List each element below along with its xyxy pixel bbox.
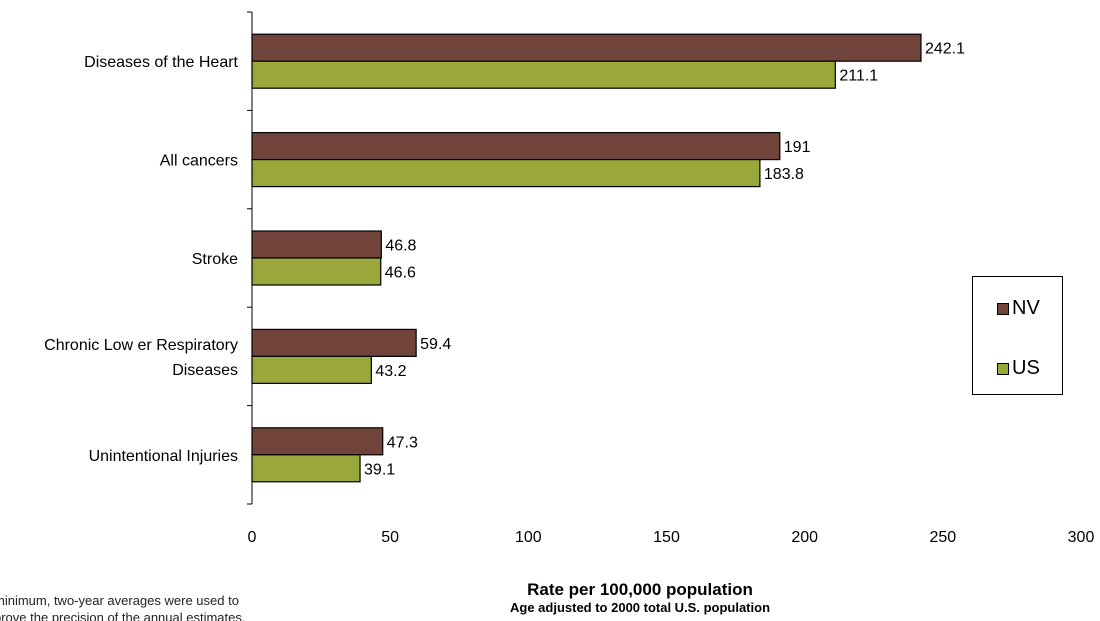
x-tick-label-300: 300 bbox=[1068, 529, 1095, 546]
bar-us-diseases-of-the-heart bbox=[251, 60, 836, 89]
bar-us-all-cancers bbox=[251, 159, 761, 188]
category-label-stroke: Stroke bbox=[192, 251, 238, 268]
bar-us-chronic-low-er-respiratory-diseases bbox=[251, 355, 372, 384]
x-tick-label-50: 50 bbox=[381, 529, 399, 546]
bars-group bbox=[251, 33, 922, 483]
data-label-nv-stroke: 46.8 bbox=[385, 238, 416, 255]
legend-label-nv: NV bbox=[1012, 297, 1040, 319]
labels-group: 242.1 211.1 Diseases of the Heart 191 183.8 A… bbox=[44, 41, 1094, 546]
data-label-us-stroke: 46.6 bbox=[385, 265, 416, 282]
legend-item-nv: NV bbox=[997, 297, 1040, 320]
category-label-unintentional-injuries: Unintentional Injuries bbox=[89, 448, 238, 465]
footnote-line-1: minimum, two-year averages were used to bbox=[0, 593, 239, 608]
data-label-nv-all-cancers: 191 bbox=[784, 139, 811, 156]
x-tick-label-0: 0 bbox=[248, 529, 257, 546]
category-label-all-cancers: All cancers bbox=[160, 153, 238, 170]
data-label-us-diseases-of-the-heart: 211.1 bbox=[839, 68, 878, 85]
x-tick-label-250: 250 bbox=[929, 529, 956, 546]
x-axis-sublabel: Age adjusted to 2000 total U.S. populati… bbox=[509, 600, 771, 615]
bar-nv-diseases-of-the-heart bbox=[251, 33, 922, 62]
bar-us-unintentional-injuries bbox=[251, 454, 361, 483]
legend-label-us: US bbox=[1012, 357, 1040, 379]
footnote: minimum, two-year averages were used to … bbox=[0, 592, 354, 621]
data-label-nv-diseases-of-the-heart: 242.1 bbox=[925, 41, 965, 58]
x-tick-label-100: 100 bbox=[515, 529, 542, 546]
data-label-nv-chronic-low-er-respiratory-diseases: 59.4 bbox=[420, 336, 451, 353]
bar-nv-unintentional-injuries bbox=[251, 427, 384, 456]
x-tick-label-150: 150 bbox=[653, 529, 680, 546]
data-label-nv-unintentional-injuries: 47.3 bbox=[387, 434, 418, 451]
x-axis-title: Rate per 100,000 population Age adjusted… bbox=[470, 580, 810, 616]
legend-item-us: US bbox=[997, 357, 1040, 380]
x-axis-label: Rate per 100,000 population bbox=[527, 580, 753, 599]
axes-group bbox=[247, 11, 253, 505]
data-label-us-chronic-low-er-respiratory-diseases: 43.2 bbox=[375, 363, 406, 380]
legend-swatch-nv bbox=[997, 302, 1009, 315]
chart-legend: NV US bbox=[972, 276, 1063, 395]
data-label-us-unintentional-injuries: 39.1 bbox=[364, 461, 395, 478]
footnote-line-2: prove the precision of the annual estima… bbox=[0, 610, 246, 621]
x-tick-label-200: 200 bbox=[791, 529, 818, 546]
bar-us-stroke bbox=[251, 257, 382, 286]
data-label-us-all-cancers: 183.8 bbox=[764, 166, 804, 183]
category-label-chronic-low-er-respiratory-diseases: Chronic Low er Respiratory Diseases bbox=[44, 337, 238, 379]
bar-nv-all-cancers bbox=[251, 132, 781, 161]
bar-nv-stroke bbox=[251, 230, 382, 259]
legend-swatch-us bbox=[997, 362, 1009, 375]
bar-nv-chronic-low-er-respiratory-diseases bbox=[251, 328, 417, 357]
category-label-diseases-of-the-heart: Diseases of the Heart bbox=[84, 54, 238, 71]
